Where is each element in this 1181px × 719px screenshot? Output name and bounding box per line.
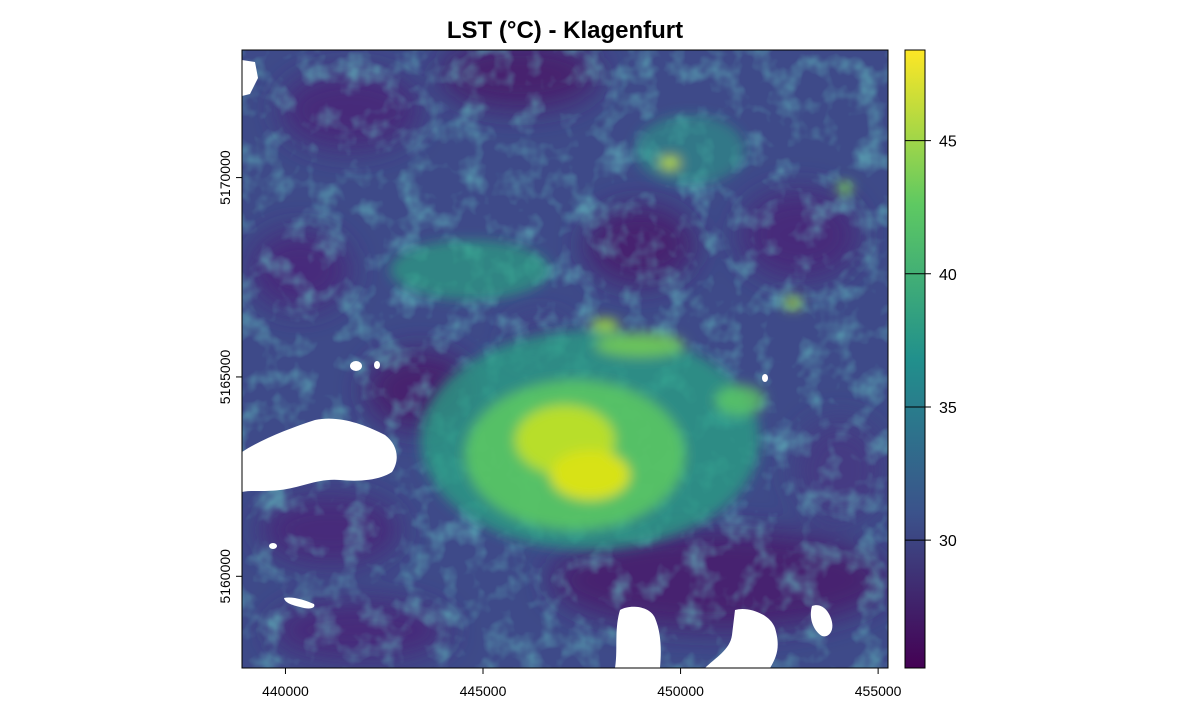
nodata-patch: [705, 608, 778, 668]
nodata-patch: [762, 374, 768, 382]
plot-frame: [241, 49, 889, 669]
warm-zone: [660, 157, 680, 169]
warm-zone: [785, 297, 801, 309]
lst-raster: [242, 50, 888, 668]
nodata-lake: [242, 418, 397, 492]
y-tick-label: 5170000: [217, 150, 233, 205]
warm-zone: [715, 385, 765, 415]
nodata-patch: [810, 605, 833, 637]
colorbar-tick-label: 40: [939, 267, 957, 284]
warm-zone: [837, 182, 853, 194]
warm-zone: [390, 240, 550, 300]
colorbar-axis: 30 35 40 45: [905, 134, 957, 550]
nodata-patch: [615, 606, 661, 668]
y-axis: 5160000 5165000 5170000: [217, 150, 242, 604]
colorbar-tick-label: 30: [939, 533, 957, 550]
warm-zones: [390, 115, 853, 550]
nodata-patch: [374, 361, 380, 369]
nodata-patch: [242, 60, 258, 96]
x-tick-label: 455000: [855, 683, 902, 699]
warm-zone: [591, 319, 619, 331]
warm-zone: [595, 333, 685, 357]
y-tick-label: 5160000: [217, 549, 233, 604]
nodata-patch: [269, 543, 277, 549]
y-tick-label: 5165000: [217, 349, 233, 404]
x-tick-label: 445000: [460, 683, 507, 699]
x-tick-label: 440000: [262, 683, 309, 699]
colorbar-tick-label: 35: [939, 400, 957, 417]
colorbar-tick-label: 45: [939, 134, 957, 151]
nodata-patch: [350, 361, 362, 371]
x-tick-label: 450000: [657, 683, 704, 699]
chart-title: LST (°C) - Klagenfurt: [447, 17, 683, 44]
x-axis: 440000 445000 450000 455000: [262, 668, 902, 699]
warm-zone: [550, 450, 630, 500]
nodata-areas: [242, 60, 833, 668]
colorbar: [904, 49, 926, 669]
nodata-patch: [284, 597, 315, 609]
warm-zone: [635, 115, 745, 185]
